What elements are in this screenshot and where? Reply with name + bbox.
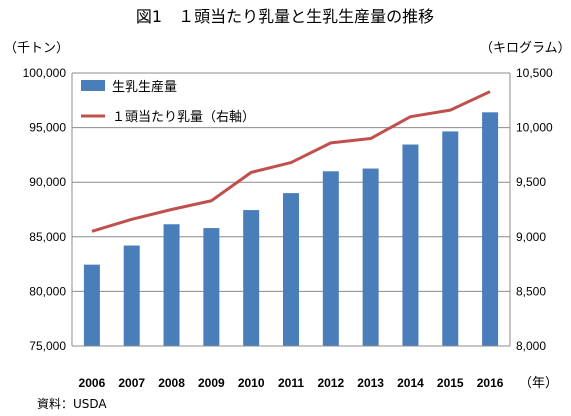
bar (243, 210, 260, 346)
left-axis-unit: （千トン） (4, 41, 69, 56)
left-axis-ticks: 75,000 80,000 85,000 90,000 95,000 100,000 (23, 66, 67, 353)
right-axis-ticks: 8,000 8,500 9,000 9,500 10,000 10,500 (516, 66, 553, 353)
x-tick-label: 2010 (238, 376, 265, 390)
legend-bar-swatch (81, 80, 105, 91)
source-note: 資料：USDA (37, 397, 107, 411)
x-axis-ticks: 2006 2007 2008 2009 2010 2011 2012 2013 2014 2015… (79, 376, 504, 390)
left-tick-label: 90,000 (29, 175, 66, 189)
x-tick-label: 2015 (437, 376, 464, 390)
x-axis-unit: （年） (519, 376, 558, 391)
right-axis-unit: （キログラム） (480, 41, 571, 56)
x-tick-label: 2006 (79, 376, 106, 390)
legend: 生乳生産量 １頭当たり乳量（右軸） (81, 79, 255, 125)
right-tick-label: 9,000 (516, 230, 546, 244)
bar-series (83, 112, 499, 346)
x-tick-label: 2009 (198, 376, 225, 390)
x-tick-label: 2011 (278, 376, 304, 390)
bar (362, 168, 379, 346)
bar (163, 224, 180, 346)
x-tick-label: 2013 (357, 376, 384, 390)
bar (203, 228, 220, 346)
bar (322, 171, 339, 346)
bar (123, 245, 140, 346)
right-tick-label: 8,500 (516, 284, 546, 298)
x-tick-label: 2012 (317, 376, 344, 390)
x-tick-label: 2008 (158, 376, 185, 390)
bar (83, 264, 100, 346)
x-tick-label: 2007 (118, 376, 145, 390)
chart-title: 図1 １頭当たり乳量と生乳生産量の推移 (136, 7, 434, 26)
x-tick-label: 2016 (477, 376, 504, 390)
right-tick-label: 9,500 (516, 175, 546, 189)
axes (71, 73, 511, 347)
left-tick-label: 95,000 (29, 121, 66, 135)
bar (402, 144, 419, 346)
bar (283, 193, 299, 346)
left-tick-label: 75,000 (29, 339, 66, 353)
legend-bar-label: 生乳生産量 (112, 79, 177, 95)
bar (442, 131, 459, 346)
left-tick-label: 80,000 (29, 284, 66, 298)
right-tick-label: 8,000 (516, 339, 546, 353)
x-tick-label: 2014 (397, 376, 424, 390)
right-tick-label: 10,500 (516, 66, 553, 80)
series-line (91, 90, 491, 233)
legend-line-label: １頭当たり乳量（右軸） (112, 110, 255, 125)
line-series (91, 90, 491, 233)
bar (482, 112, 499, 346)
left-tick-label: 85,000 (29, 230, 66, 244)
left-tick-label: 100,000 (23, 66, 67, 80)
right-tick-label: 10,000 (516, 121, 553, 135)
gridlines (72, 72, 510, 292)
